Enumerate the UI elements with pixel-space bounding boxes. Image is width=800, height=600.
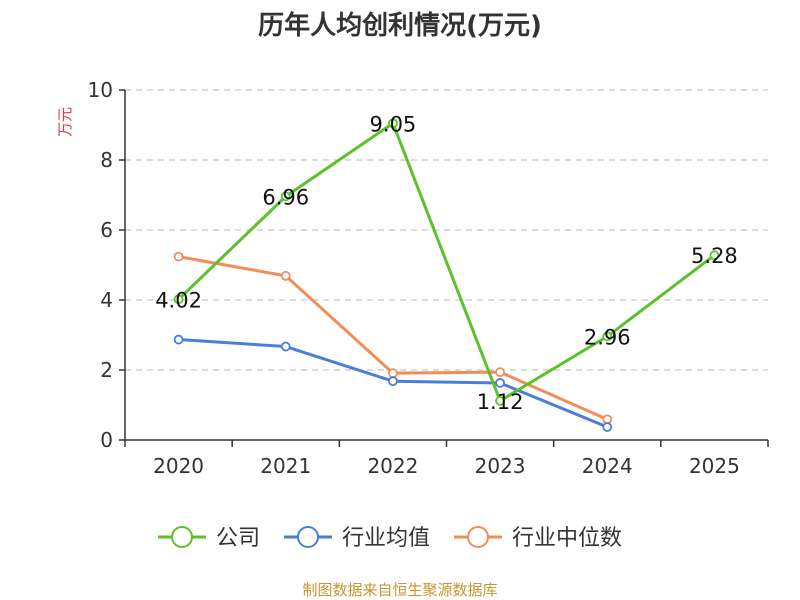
data-point — [495, 367, 505, 378]
series-lines — [173, 118, 720, 432]
data-point — [495, 395, 505, 406]
legend-item: 行业均值 — [284, 526, 430, 551]
y-tick-label: 2 — [100, 358, 113, 382]
gridlines — [125, 89, 768, 371]
series-line-2 — [178, 255, 608, 421]
x-tick-label: 2022 — [367, 454, 418, 478]
data-point — [495, 378, 505, 388]
y-tick-label: 10 — [88, 78, 113, 102]
legend-marker — [171, 526, 193, 548]
series-line-0 — [177, 121, 716, 403]
legend-label: 公司 — [216, 526, 260, 551]
data-point — [602, 331, 613, 342]
legend: 公司 行业均值 行业中位数 — [158, 526, 622, 551]
legend-marker — [297, 526, 319, 548]
data-point — [173, 334, 184, 345]
y-axis-label: 万元 — [56, 107, 74, 137]
data-label: 6.96 — [262, 185, 309, 209]
axes: 0 2 4 6 8 10 2020 2021 2022 2023 2024 2025 — [88, 78, 769, 478]
data-point — [173, 251, 184, 262]
data-point — [173, 294, 184, 305]
data-label: 2.96 — [584, 325, 631, 349]
x-tick-label: 2023 — [475, 454, 526, 478]
y-tick-label: 8 — [100, 148, 113, 172]
y-tick-label: 6 — [100, 218, 113, 242]
legend-item: 行业中位数 — [454, 526, 622, 551]
data-label: 1.12 — [477, 390, 524, 414]
data-point — [280, 341, 291, 352]
data-point — [388, 376, 398, 387]
source-note: 制图数据来自恒生聚源数据库 — [302, 581, 497, 599]
y-tick-label: 4 — [100, 288, 113, 312]
chart-title: 历年人均创利情况(万元) — [258, 10, 542, 41]
legend-label: 行业中位数 — [512, 526, 622, 551]
legend-marker — [467, 526, 489, 548]
data-labels: 4.02 6.96 9.05 1.12 2.96 5.28 — [155, 112, 738, 414]
legend-label: 行业均值 — [342, 526, 430, 551]
x-tick-label: 2020 — [153, 454, 204, 478]
x-tick-label: 2025 — [689, 454, 740, 478]
data-label: 9.05 — [370, 112, 417, 136]
legend-item: 公司 — [158, 526, 260, 551]
data-point — [388, 118, 398, 129]
data-point — [280, 270, 291, 281]
x-tick-label: 2021 — [260, 454, 311, 478]
data-point — [602, 422, 613, 432]
data-point — [280, 191, 291, 202]
x-tick-label: 2024 — [582, 454, 633, 478]
data-point — [388, 368, 398, 379]
data-label: 4.02 — [155, 288, 202, 312]
y-tick-label: 0 — [100, 428, 113, 452]
data-point — [709, 250, 720, 261]
data-label: 5.28 — [691, 244, 738, 268]
